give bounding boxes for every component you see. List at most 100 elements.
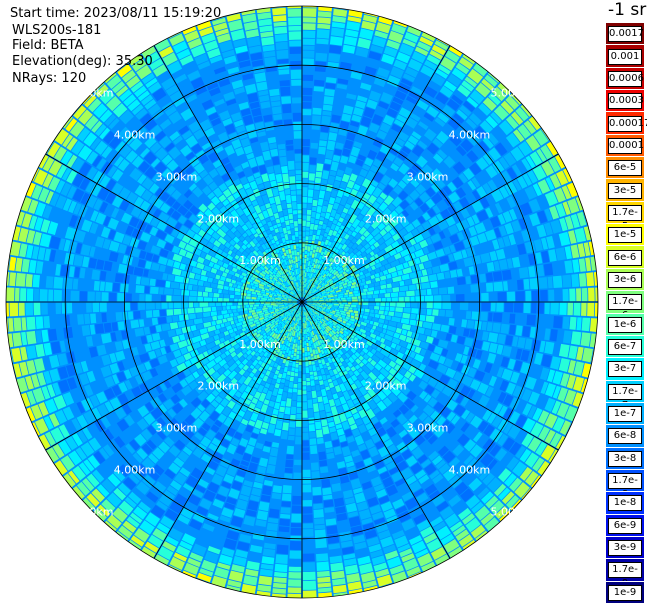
ray-cell [446, 98, 460, 111]
ray-cell [327, 306, 332, 309]
ray-cell [437, 279, 448, 288]
ray-cell [144, 136, 157, 149]
ray-cell [334, 356, 341, 364]
ray-cell [103, 130, 116, 145]
ray-cell [423, 260, 433, 269]
ray-cell [109, 397, 122, 410]
ray-cell [224, 502, 236, 510]
ray-cell [456, 465, 470, 478]
ray-cell [344, 252, 350, 257]
ray-cell [253, 383, 260, 389]
ray-cell [266, 330, 272, 336]
ray-cell [96, 391, 108, 404]
ray-cell [223, 363, 230, 370]
ray-cell [221, 251, 228, 258]
ray-cell [569, 316, 577, 330]
ray-cell [276, 299, 281, 301]
ray-cell [495, 248, 506, 260]
ray-cell [163, 490, 176, 500]
ray-cell [226, 230, 236, 239]
ray-cell [208, 261, 215, 268]
ray-cell [297, 340, 300, 345]
ray-cell [21, 331, 28, 346]
ray-cell [217, 485, 230, 497]
ray-cell [340, 231, 347, 239]
ray-cell [425, 187, 436, 198]
ray-cell [161, 181, 172, 191]
ray-cell [401, 518, 416, 532]
ray-cell [196, 262, 205, 270]
ray-cell [276, 460, 285, 471]
ray-cell [332, 105, 343, 116]
ray-cell [273, 333, 278, 340]
ray-cell [255, 400, 263, 409]
ray-cell [575, 196, 584, 211]
ray-cell [90, 210, 99, 222]
ray-cell [302, 139, 310, 147]
ray-cell [284, 329, 288, 333]
ray-cell [328, 312, 334, 316]
ray-cell [409, 189, 420, 201]
ray-cell [260, 362, 266, 368]
ray-cell [26, 229, 36, 244]
ray-cell [288, 286, 293, 291]
ray-cell [317, 587, 332, 593]
ray-cell [86, 358, 96, 371]
ray-cell [434, 381, 446, 392]
ray-cell [240, 343, 247, 350]
ray-cell [347, 328, 353, 334]
ray-cell [339, 181, 348, 189]
ray-cell [306, 279, 310, 285]
ray-cell [343, 329, 350, 335]
ray-cell [448, 317, 455, 326]
ray-cell [210, 215, 220, 224]
ray-cell [136, 418, 149, 431]
ray-cell [436, 363, 448, 375]
ray-cell [341, 173, 350, 183]
ray-cell [284, 353, 288, 358]
ray-cell [466, 458, 478, 470]
ray-cell [247, 394, 254, 401]
ray-cell [218, 424, 229, 435]
ray-cell [300, 315, 302, 321]
ray-cell [323, 296, 328, 299]
ray-cell [390, 259, 400, 268]
ray-cell [538, 426, 550, 441]
ray-cell [437, 112, 450, 124]
ray-cell [386, 39, 401, 50]
ray-cell [47, 384, 56, 398]
ray-cell [303, 264, 306, 270]
ray-cell [302, 374, 306, 380]
ray-cell [338, 259, 343, 264]
ray-cell [118, 525, 133, 539]
ray-cell [428, 274, 438, 282]
ray-cell [539, 340, 546, 353]
ray-cell [35, 316, 44, 330]
ray-cell [386, 297, 391, 302]
ray-cell [329, 362, 336, 370]
ray-cell [164, 288, 174, 295]
ray-cell [191, 197, 203, 208]
ray-cell [522, 326, 531, 338]
ray-cell [368, 238, 377, 246]
ray-cell [35, 330, 43, 344]
ray-cell [305, 296, 309, 299]
ray-cell [468, 302, 476, 311]
ray-cell [238, 247, 245, 253]
ray-cell [290, 285, 294, 290]
ray-cell [158, 316, 167, 325]
ray-cell [487, 352, 497, 364]
ray-cell [209, 302, 215, 307]
ray-cell [93, 82, 105, 94]
ray-cell [280, 363, 286, 369]
ray-cell [445, 216, 456, 227]
ray-cell [214, 419, 223, 428]
ray-cell [239, 274, 244, 279]
ray-cell [416, 283, 421, 290]
ray-cell [302, 432, 309, 440]
ray-cell [84, 207, 94, 220]
ray-cell [306, 272, 309, 278]
ray-cell [405, 527, 420, 540]
ray-cell [277, 296, 283, 299]
ray-cell [203, 198, 212, 207]
